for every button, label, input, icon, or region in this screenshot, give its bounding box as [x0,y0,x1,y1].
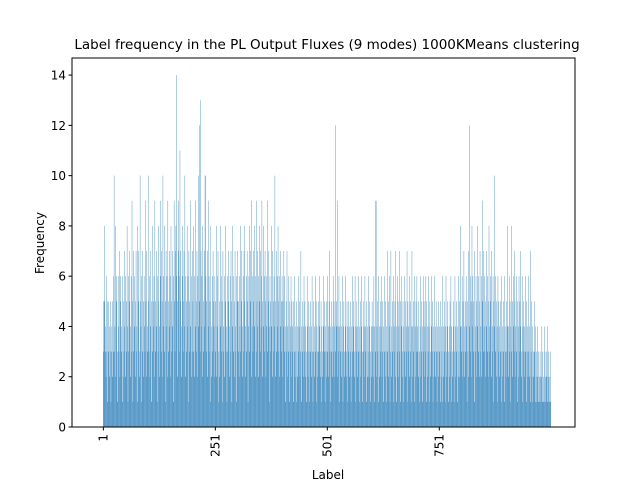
x-tick-label: 501 [320,434,334,457]
bars [103,75,551,428]
y-tick-label: 8 [58,219,66,233]
y-tick-label: 12 [51,119,66,133]
plot-frame [71,57,576,428]
x-axis-label: Label [312,468,344,480]
chart-title: Label frequency in the PL Output Fluxes … [74,37,579,53]
y-tick-label: 2 [58,370,66,384]
axes: 0 2 4 6 8 10 12 14 1 251 501 751 [51,69,447,457]
x-tick-label: 751 [432,434,446,457]
y-tick-label: 14 [51,69,66,83]
y-tick-label: 6 [58,270,66,284]
x-tick-label: 1 [96,434,110,442]
y-tick-label: 4 [58,320,66,334]
x-tick-label: 251 [208,434,222,457]
y-axis-label: Frequency [33,212,47,274]
y-tick-label: 10 [51,169,66,183]
y-tick-label: 0 [58,421,66,435]
